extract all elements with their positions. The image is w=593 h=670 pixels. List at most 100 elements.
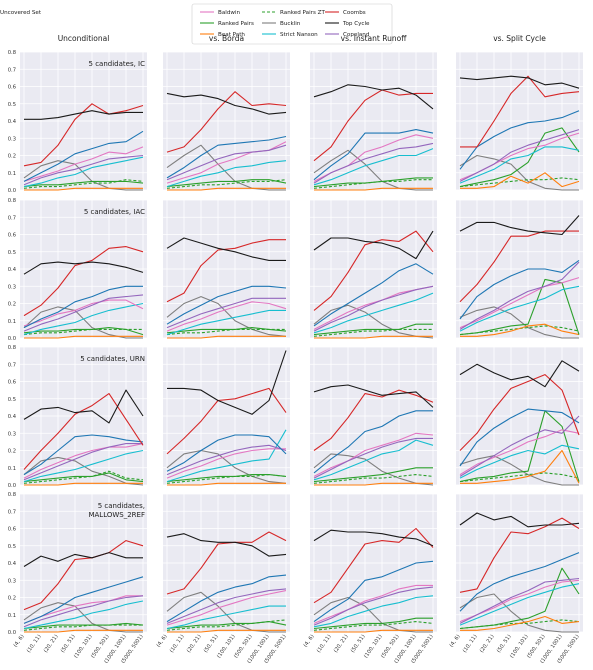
legend-label-baldwin: Baldwin: [218, 10, 240, 16]
series-line-ranked-pairs: [459, 127, 580, 188]
series-line-ranked-pairs: [166, 621, 287, 630]
series-line-top-cycle: [313, 529, 434, 547]
series-line-copeland: [313, 142, 434, 184]
column-titles: Unconditional vs. Borda vs. Instant Runoff…: [58, 34, 547, 43]
y-tick-label: 0.8: [8, 198, 16, 204]
x-tick-label: (10, 11): [316, 634, 333, 654]
series-line-top-cycle: [166, 237, 286, 261]
series-line-beat-path: [167, 187, 286, 191]
series-line-uncovered-set: [23, 434, 144, 476]
series-line-copeland: [166, 297, 286, 329]
series-line-copeland: [459, 129, 580, 182]
legend-label-copeland: Copeland: [343, 32, 370, 38]
legend-label-uncovered-set: Uncovered Set: [0, 10, 42, 16]
series-line-copeland: [23, 595, 144, 628]
series-line-coombs: [166, 239, 286, 303]
series-line-bucklin: [23, 160, 143, 191]
series-line-ranked-pairs: [23, 327, 144, 336]
series-line-strict-nanson: [313, 439, 434, 481]
series-line-beat-path: [460, 449, 580, 484]
series-line-beat-path: [460, 172, 580, 189]
series-line-strict-nanson: [23, 156, 144, 188]
legend-label-strict-nanson: Strict Nanson: [280, 32, 318, 38]
y-tick-label: 0.6: [8, 233, 16, 239]
panel-r1-c0: 0.0 0.1 0.2 0.3 0.4 0.5 0.6 0.7 0.8 5 candidates,…: [8, 198, 147, 342]
y-tick-label: 0.0: [8, 630, 16, 636]
y-tick-label: 0.8: [8, 492, 16, 498]
series-line-copeland: [313, 586, 434, 626]
row-label-0: 5 candidates, IC: [89, 60, 146, 68]
series-line-coombs: [23, 540, 144, 611]
series-line-bucklin: [23, 602, 143, 633]
panel-r1-c1: [163, 199, 290, 339]
series-line-bucklin: [313, 453, 434, 486]
series-line-uncovered-set: [23, 285, 143, 329]
y-tick-label: 0.7: [8, 215, 16, 221]
series-line-uncovered-set: [166, 135, 287, 179]
row-label-2: 5 candidates, URN: [80, 355, 145, 363]
y-tick-label: 0.0: [8, 336, 16, 342]
series-line-baldwin: [313, 432, 434, 477]
series-line-ranked-pairs: [23, 180, 144, 188]
series-line-coombs: [459, 374, 580, 451]
series-line-copeland: [166, 588, 287, 624]
series-line-strict-nanson: [459, 444, 580, 479]
series-line-uncovered-set: [166, 434, 287, 472]
y-tick-label: 0.5: [8, 250, 16, 256]
series-line-ranked-pairs: [23, 622, 144, 630]
series-line-coombs: [166, 387, 287, 455]
series-line-top-cycle: [24, 110, 143, 120]
y-tick-label: 0.2: [8, 154, 16, 160]
panel-r3-c0: 0.0 0.1 0.2 0.3 0.4 0.5 0.6 0.7 0.8 5 candidates,…: [8, 492, 147, 636]
series-line-beat-path: [24, 629, 143, 633]
series-line-uncovered-set: [459, 552, 580, 612]
column-title-1: vs. Borda: [209, 34, 244, 43]
series-line-top-cycle: [313, 84, 434, 110]
series-line-strict-nanson: [166, 429, 287, 483]
y-tick-label: 0.1: [8, 319, 16, 325]
series-line-strict-nanson: [166, 605, 286, 630]
series-line-ranked-pairs: [313, 467, 433, 483]
series-line-strict-nanson: [459, 285, 580, 332]
panel-r1-c3: [456, 199, 583, 339]
legend-label-top-cycle: Top Cycle: [342, 21, 370, 27]
y-tick-label: 0.7: [8, 509, 16, 515]
series-line-ranked-pairs: [23, 472, 144, 483]
series-line-uncovered-set: [313, 263, 434, 327]
row-label-3: MALLOWS_2REF: [88, 511, 145, 519]
x-tick-label: (4, 6): [156, 634, 169, 649]
series-line-strict-nanson: [313, 595, 434, 628]
series-line-bucklin: [166, 296, 287, 337]
series-line-top-cycle: [166, 533, 287, 557]
y-tick-label: 0.8: [8, 345, 16, 351]
series-line-uncovered-set: [23, 130, 144, 182]
y-tick-label: 0.6: [8, 380, 16, 386]
series-line-ranked-pairs: [313, 617, 433, 630]
panel-r0-c3: [456, 51, 583, 191]
series-line-top-cycle: [313, 230, 434, 260]
series-line-ranked-pairs: [313, 177, 433, 188]
y-tick-label: 0.7: [8, 67, 16, 73]
series-line-coombs: [166, 531, 287, 595]
series-line-ranked-pairs: [166, 327, 287, 334]
series-line-baldwin: [166, 448, 286, 479]
series-line-copeland: [23, 443, 143, 481]
y-tick-label: 0.5: [8, 397, 16, 403]
legend: Baldwin Ranked Pairs Beat Path Ranked Pairs…: [0, 3, 393, 45]
series-line-beat-path: [314, 482, 433, 486]
series-line-top-cycle: [313, 384, 434, 408]
series-line-top-cycle: [167, 350, 287, 415]
series-line-coombs: [460, 75, 580, 148]
series-line-beat-path: [167, 335, 286, 339]
panels-grid: 0.0 0.1 0.2 0.3 0.4 0.5 0.6 0.7 0.8 5 candidates,…: [8, 50, 583, 665]
series-line-baldwin: [23, 146, 144, 182]
series-line-bucklin: [459, 593, 579, 633]
series-line-ranked-pairs: [459, 278, 580, 336]
series-line-uncovered-set: [23, 576, 144, 624]
series-line-coombs: [313, 527, 434, 604]
series-line-bucklin: [459, 154, 579, 191]
y-tick-label: 0.1: [8, 613, 16, 619]
series-line-baldwin: [313, 584, 433, 624]
series-line-beat-path: [460, 615, 580, 631]
